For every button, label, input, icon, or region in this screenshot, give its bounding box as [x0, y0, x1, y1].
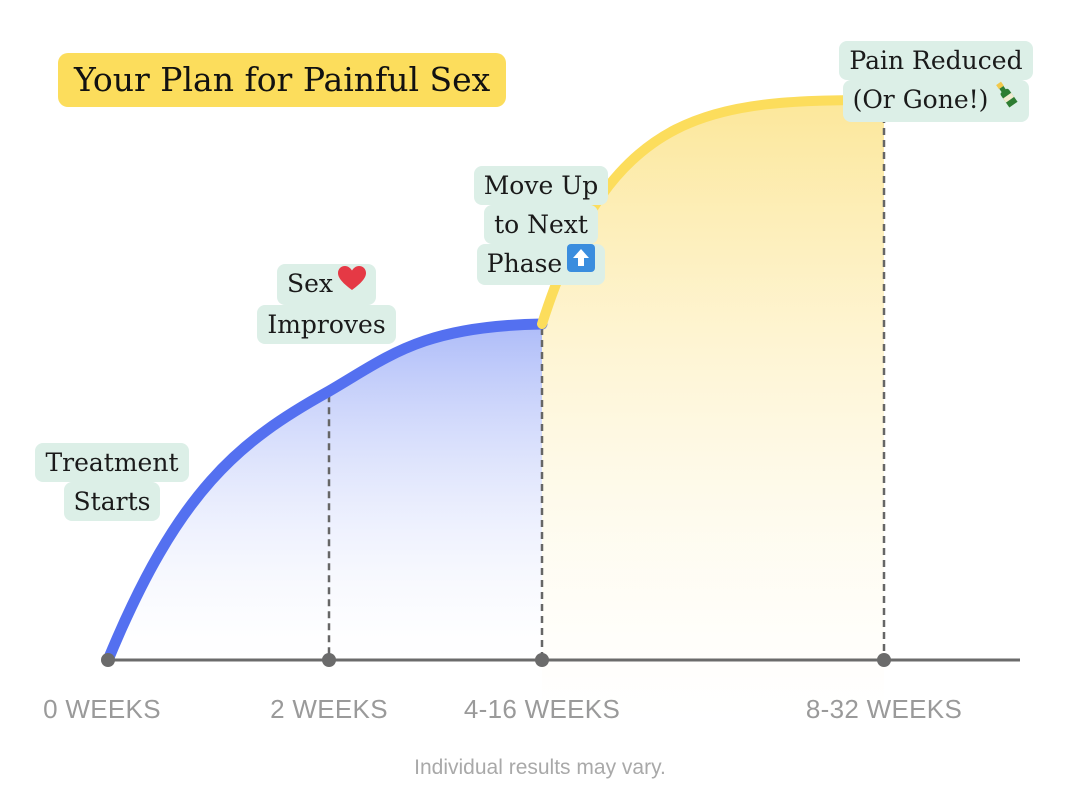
x-tick-label: 4-16 WEEKS	[463, 694, 621, 724]
callout-sex-improves: Sex Improves	[249, 264, 404, 344]
callout-line: Move Up	[473, 166, 609, 205]
callout-line: Starts	[63, 482, 161, 521]
champagne-bottle-icon	[993, 79, 1019, 120]
callout-line: Sex	[276, 264, 377, 305]
callout-line: Treatment	[35, 443, 189, 482]
axis-point-4-16-weeks	[535, 653, 549, 667]
callout-line: (Or Gone!)	[842, 79, 1030, 122]
callout-line: to Next	[484, 205, 598, 244]
callout-line: Improves	[257, 305, 396, 344]
callout-line: Phase	[476, 244, 606, 285]
x-tick-label: 8-32 WEEKS	[805, 694, 963, 724]
axis-point-2-weeks	[322, 653, 336, 667]
phase-two-area	[542, 100, 884, 720]
heart-icon	[338, 264, 367, 303]
callout-line: Pain Reduced	[839, 41, 1033, 80]
axis-point-8-32-weeks	[877, 653, 891, 667]
up-arrow-icon	[567, 244, 596, 283]
callout-pain-reduced: Pain Reduced (Or Gone!)	[826, 41, 1046, 122]
footnote: Individual results may vary.	[414, 756, 666, 779]
x-tick-label: 2 WEEKS	[270, 694, 388, 724]
axis-point-0-weeks	[101, 653, 115, 667]
x-tick-label: 0 WEEKS	[43, 694, 161, 724]
callout-treatment-starts: Treatment Starts	[27, 443, 197, 521]
phase-one-line	[102, 318, 548, 666]
phase-one-area	[108, 324, 542, 660]
chart-title: Your Plan for Painful Sex	[58, 53, 507, 107]
callout-move-up: Move Up to Next Phase	[466, 166, 616, 285]
